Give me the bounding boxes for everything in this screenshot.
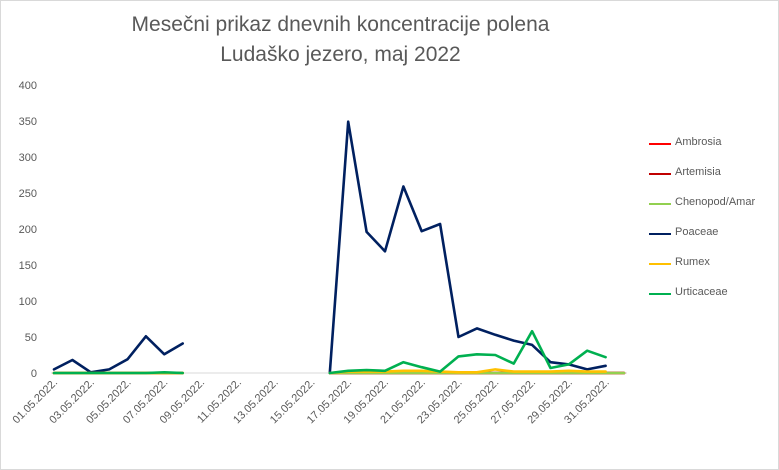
legend-swatch: [649, 203, 671, 205]
y-tick-label: 150: [19, 260, 37, 272]
legend-label: Poaceae: [675, 226, 719, 238]
legend-swatch: [649, 173, 671, 175]
legend-label: Ambrosia: [675, 136, 722, 148]
legend-swatch: [649, 293, 671, 295]
legend-swatch: [649, 143, 671, 145]
y-tick-label: 100: [19, 296, 37, 308]
y-tick-label: 400: [19, 80, 37, 92]
series-line-poaceae: [52, 120, 607, 375]
y-tick-label: 200: [19, 224, 37, 236]
legend-label: Artemisia: [675, 166, 721, 178]
y-tick-label: 0: [31, 368, 37, 380]
legend-label: Rumex: [675, 256, 710, 268]
legend-label: Urticaceae: [675, 286, 728, 298]
legend-swatch: [649, 263, 671, 265]
y-tick-label: 50: [25, 332, 37, 344]
y-tick-label: 250: [19, 188, 37, 200]
y-tick-label: 300: [19, 152, 37, 164]
y-tick-label: 350: [19, 116, 37, 128]
legend-label: Chenopod/Amar: [675, 196, 756, 208]
series-line-urticaceae: [52, 329, 607, 375]
legend-swatch: [649, 233, 671, 235]
chart-subtitle: Ludaško jezero, maj 2022: [220, 43, 461, 66]
chart-title: Mesečni prikaz dnevnih koncentracije pol…: [131, 13, 550, 36]
